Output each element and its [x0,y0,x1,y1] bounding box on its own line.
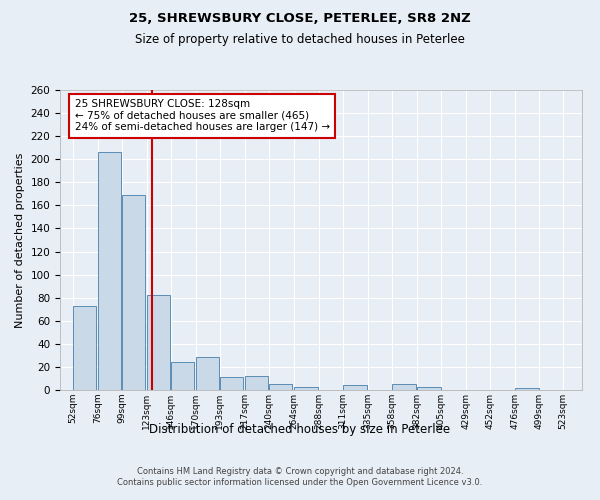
Text: Size of property relative to detached houses in Peterlee: Size of property relative to detached ho… [135,32,465,46]
Bar [343,386,367,390]
Bar [147,296,170,390]
Bar [122,195,145,390]
Text: 25, SHREWSBURY CLOSE, PETERLEE, SR8 2NZ: 25, SHREWSBURY CLOSE, PETERLEE, SR8 2NZ [129,12,471,26]
Bar [294,386,317,390]
Y-axis label: Number of detached properties: Number of detached properties [15,152,25,328]
Bar [418,386,441,390]
Bar [73,306,96,390]
Bar [196,356,220,390]
Bar [245,376,268,390]
Bar [171,362,194,390]
Bar [515,388,539,390]
Text: Contains HM Land Registry data © Crown copyright and database right 2024.
Contai: Contains HM Land Registry data © Crown c… [118,468,482,487]
Bar [220,378,244,390]
Bar [98,152,121,390]
Text: Distribution of detached houses by size in Peterlee: Distribution of detached houses by size … [149,422,451,436]
Bar [269,384,292,390]
Text: 25 SHREWSBURY CLOSE: 128sqm
← 75% of detached houses are smaller (465)
24% of se: 25 SHREWSBURY CLOSE: 128sqm ← 75% of det… [74,99,330,132]
Bar [392,384,416,390]
